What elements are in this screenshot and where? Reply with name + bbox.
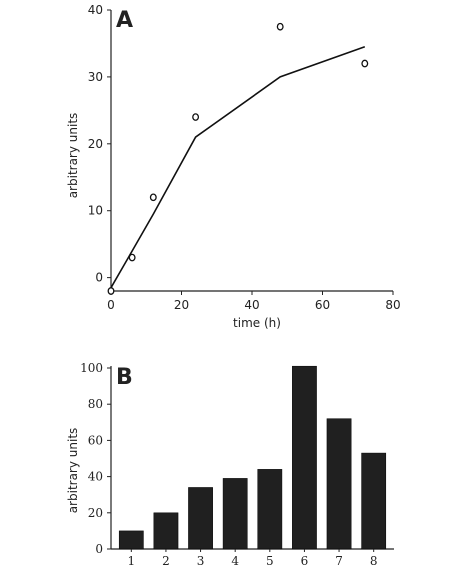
panel-b-x-tick-label: 1 (127, 554, 135, 568)
panel-a-fit-line (110, 46, 366, 289)
panel-a-y-tick-label: 20 (88, 137, 103, 151)
panel-a-data-point (128, 253, 136, 262)
panel-b-y-tick-label: 40 (88, 470, 103, 484)
panel-b-y-tick-label: 0 (95, 542, 103, 556)
panel-a-y-tick-label: 10 (88, 204, 103, 218)
panel-b-bars (118, 365, 387, 550)
panel-b-bar (118, 530, 144, 550)
panel-a-letter: A (116, 8, 133, 33)
panel-a-x-tick-label: 60 (315, 298, 330, 312)
panel-b-x-tick-label: 8 (370, 554, 378, 568)
panel-b-bar (292, 365, 317, 550)
panel-b-y-ticks: 0 20 40 60 80 100 (80, 361, 111, 556)
panel-a-x-tick-label: 20 (174, 298, 189, 312)
panel-b-y-tick-label: 20 (88, 506, 103, 520)
panel-b-x-tick-label: 2 (162, 554, 170, 568)
panel-a-data-point (107, 287, 115, 295)
panel-a-data-point (149, 193, 157, 202)
panel-b-bar (326, 418, 352, 550)
panel-b-x-ticks: 1 2 3 4 5 6 7 8 (127, 549, 378, 568)
panel-a-y-tick-label: 0 (95, 271, 103, 285)
panel-a-x-axis-label: time (h) (233, 316, 281, 330)
panel-b-y-tick-label: 60 (88, 433, 103, 447)
panel-b-x-tick-label: 5 (266, 554, 274, 568)
panel-b-x-tick-label: 4 (231, 554, 239, 568)
panel-b-x-tick-label: 7 (335, 554, 343, 568)
panel-b-bar (188, 487, 213, 550)
panel-b: B 0 20 40 60 80 100 1 2 3 4 5 6 7 8 arbitrary units (66, 361, 394, 568)
panel-a-x-ticks: 0 20 40 60 80 (107, 291, 401, 312)
panel-b-letter: B (116, 365, 133, 390)
panel-b-y-axis-label: arbitrary units (66, 428, 80, 514)
panel-a-y-tick-label: 40 (88, 3, 103, 17)
panel-a-data-point (361, 59, 369, 68)
panel-a-y-ticks: 0 10 20 30 40 (88, 3, 111, 285)
panel-a-x-tick-label: 80 (385, 298, 400, 312)
panel-b-x-tick-label: 3 (197, 554, 205, 568)
panel-a-x-tick-label: 0 (107, 298, 115, 312)
panel-a-y-axis-label: arbitrary units (66, 113, 80, 199)
panel-b-bar (153, 512, 179, 550)
panel-a-data-point (276, 22, 284, 31)
panel-b-bar (257, 469, 283, 550)
panel-b-x-tick-label: 6 (301, 554, 309, 568)
panel-b-bar (222, 478, 248, 550)
panel-b-y-tick-label: 80 (88, 397, 103, 411)
panel-a: A 0 10 20 30 40 0 20 40 60 80 time (h) arbitrary… (66, 3, 401, 330)
panel-a-points (107, 22, 369, 295)
panel-a-data-point (192, 113, 200, 121)
panel-a-y-tick-label: 30 (88, 70, 103, 84)
panel-b-bar (361, 452, 387, 550)
panel-b-y-tick-label: 100 (80, 361, 103, 375)
panel-a-x-tick-label: 40 (244, 298, 259, 312)
